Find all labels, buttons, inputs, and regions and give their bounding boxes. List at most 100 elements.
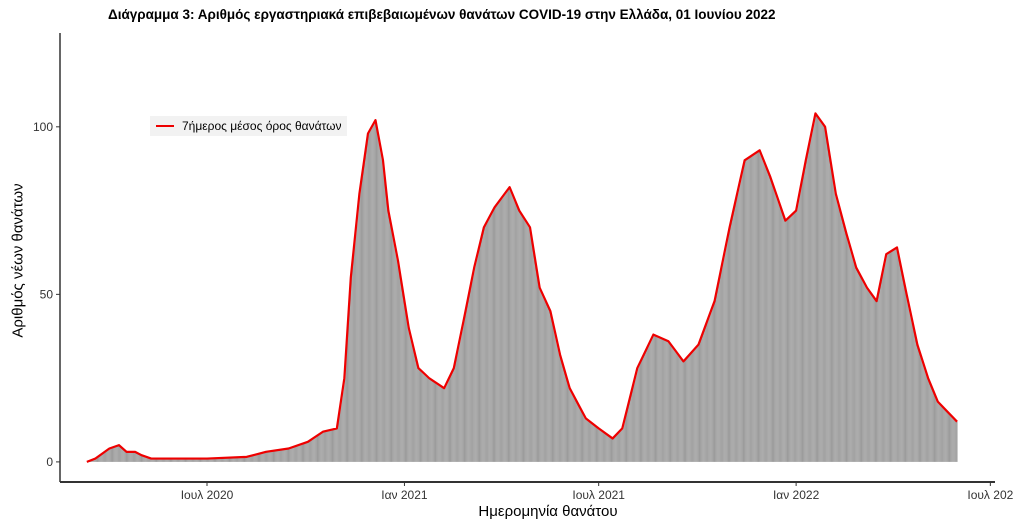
bar	[820, 120, 822, 462]
bar	[306, 442, 308, 462]
bar	[907, 299, 909, 462]
bar	[910, 314, 912, 462]
bar	[720, 269, 722, 462]
bar	[413, 350, 415, 462]
bar	[926, 374, 928, 462]
x-tick-label: Ιουλ 2020	[181, 488, 234, 502]
bar	[249, 456, 251, 462]
bar	[206, 458, 208, 462]
bar	[433, 381, 435, 462]
bar	[813, 118, 815, 462]
bar	[569, 388, 571, 462]
bar	[453, 368, 455, 462]
bar	[136, 452, 138, 462]
bar	[451, 372, 453, 462]
bar	[171, 458, 173, 462]
bar	[600, 429, 602, 462]
bar	[269, 451, 271, 462]
bar	[639, 361, 641, 462]
bar	[538, 280, 540, 462]
bar	[591, 423, 593, 462]
bar	[445, 383, 447, 462]
x-tick-label: Ιουλ 202	[967, 488, 1013, 502]
bar	[748, 157, 750, 462]
bar	[726, 237, 728, 462]
bar	[476, 254, 478, 462]
bar	[531, 240, 533, 462]
bar	[707, 318, 709, 462]
bar	[222, 457, 224, 462]
bar	[120, 447, 122, 462]
bar	[132, 451, 134, 462]
bar	[403, 301, 405, 462]
bar	[927, 378, 929, 462]
bar	[311, 438, 313, 462]
bar	[712, 303, 714, 462]
bar	[487, 219, 489, 462]
bar	[461, 326, 463, 462]
bar	[205, 458, 207, 462]
bar	[604, 433, 606, 462]
bar	[785, 219, 787, 462]
bar	[951, 416, 953, 462]
bar	[871, 295, 873, 462]
bar	[437, 383, 439, 462]
bar	[743, 165, 744, 462]
bar	[563, 369, 565, 462]
bar	[696, 345, 698, 462]
bar	[612, 438, 614, 462]
bar	[892, 250, 894, 462]
bar	[690, 352, 692, 462]
bar	[653, 335, 655, 462]
bar	[867, 289, 869, 462]
bar	[661, 338, 663, 462]
bar	[399, 274, 401, 462]
bar	[471, 278, 473, 462]
bar	[158, 458, 160, 462]
bar	[746, 158, 748, 462]
bar	[470, 283, 472, 462]
bar	[559, 354, 561, 462]
bar	[837, 201, 839, 462]
bar	[119, 446, 121, 462]
bar	[521, 215, 523, 462]
bar	[350, 277, 352, 462]
bar	[869, 292, 871, 462]
bar	[829, 160, 831, 462]
bar	[888, 252, 890, 462]
bar	[385, 190, 387, 462]
bar	[886, 253, 888, 462]
bar	[699, 341, 700, 462]
bar	[225, 457, 227, 462]
bar	[695, 347, 697, 462]
bar	[805, 160, 807, 462]
bar	[173, 458, 175, 462]
bar	[342, 385, 344, 462]
bar	[514, 200, 516, 462]
bar	[632, 385, 634, 462]
bar	[353, 246, 355, 462]
bar	[429, 378, 431, 462]
bar	[832, 173, 834, 462]
bar	[554, 330, 556, 462]
bar	[561, 362, 563, 462]
bar	[283, 449, 285, 462]
bar	[244, 456, 245, 462]
bar	[462, 321, 464, 462]
bar	[883, 264, 885, 462]
bar	[505, 191, 507, 462]
bar	[549, 311, 551, 462]
bar	[913, 329, 915, 462]
bar	[377, 131, 379, 462]
bar	[362, 171, 364, 462]
bar	[666, 340, 668, 462]
bar	[865, 285, 867, 462]
bar	[692, 350, 694, 462]
bar	[920, 354, 922, 462]
bar	[938, 402, 940, 462]
bar	[466, 305, 468, 462]
bar	[731, 217, 733, 462]
bar	[803, 171, 805, 462]
bar	[223, 457, 225, 462]
